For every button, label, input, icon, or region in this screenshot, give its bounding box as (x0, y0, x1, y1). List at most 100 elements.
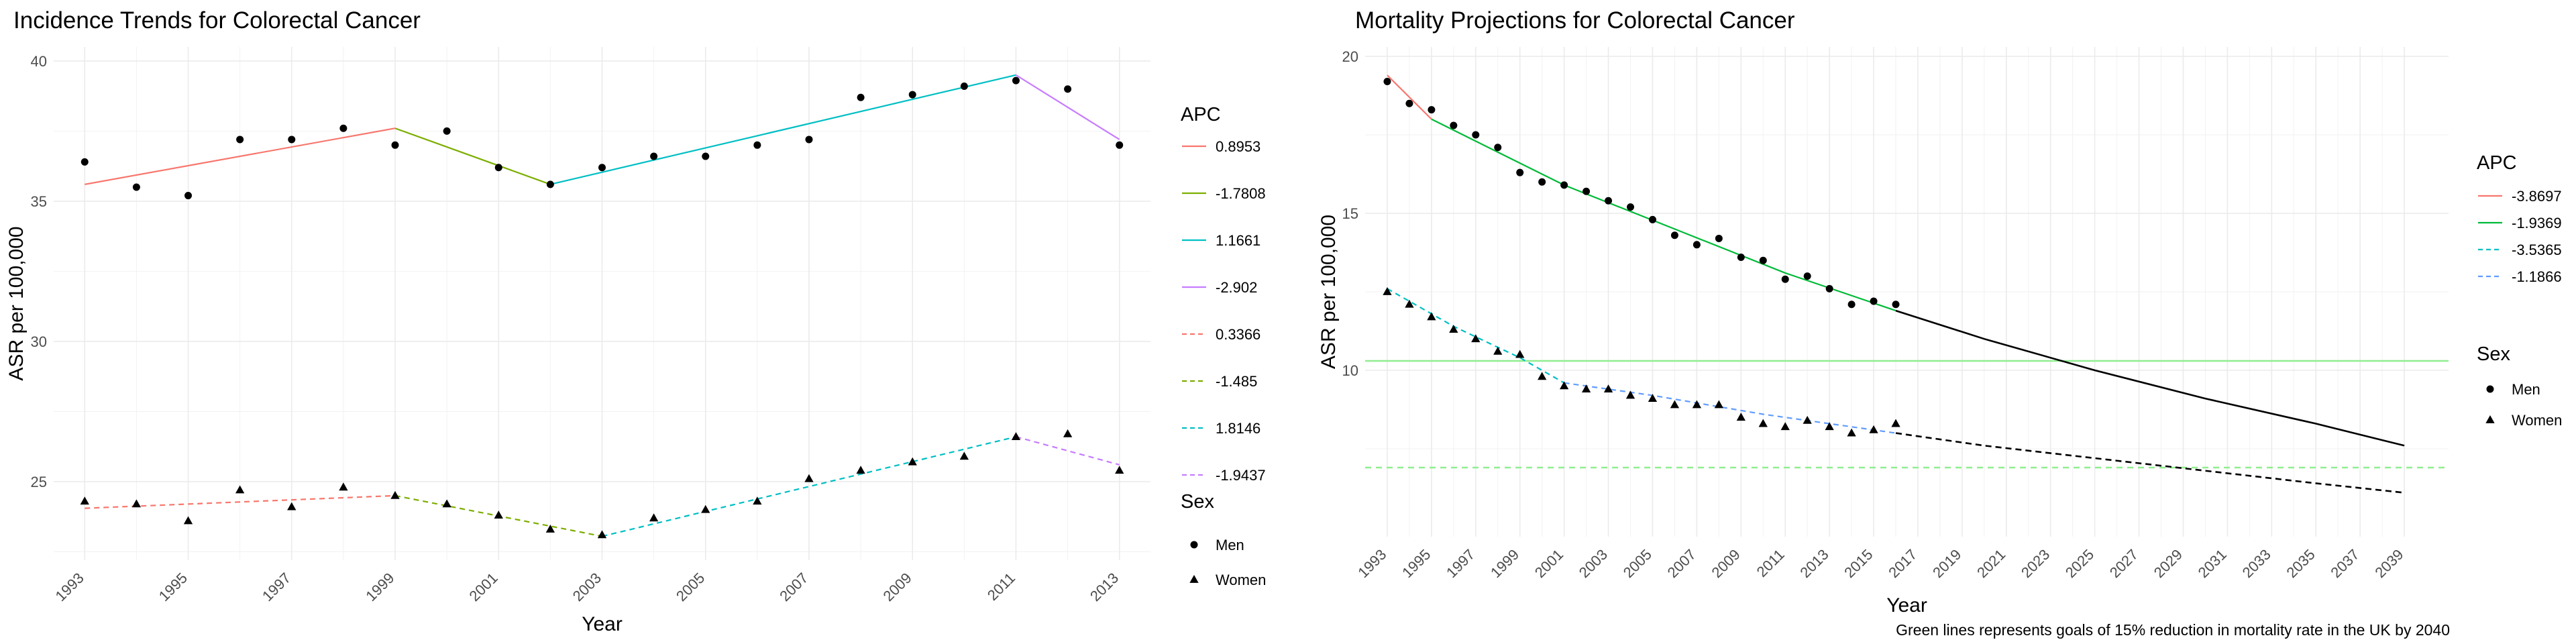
data-point-women (1714, 400, 1723, 409)
data-point-men (1627, 203, 1635, 211)
data-point-women (1603, 384, 1613, 392)
x-tick-label: 2007 (1664, 546, 1699, 581)
data-point-women (753, 496, 762, 505)
data-point-men (1670, 231, 1678, 239)
x-tick-label: 2003 (1576, 546, 1611, 581)
data-point-women (235, 485, 245, 494)
chart-title: Incidence Trends for Colorectal Cancer (13, 7, 421, 34)
x-tick-label: 2019 (1929, 546, 1964, 581)
data-point-women (287, 502, 297, 511)
x-tick-label: 2009 (879, 570, 914, 604)
data-point-women (1803, 415, 1812, 424)
legend-label: Women (2512, 412, 2562, 429)
data-point-women (390, 490, 400, 499)
data-point-women (1670, 400, 1680, 409)
x-tick-label: 2005 (673, 570, 708, 604)
data-point-women (1383, 287, 1392, 295)
x-tick-label: 1997 (259, 570, 294, 604)
trend-line-apc--1.7808 (394, 127, 551, 185)
data-point-women (597, 530, 607, 539)
legend-label: Men (1216, 537, 1244, 553)
x-tick-label: 2013 (1796, 546, 1831, 581)
data-point-women (442, 499, 451, 508)
legend-title-apc: APC (2477, 152, 2517, 174)
data-point-women (649, 513, 659, 522)
data-point-women (1011, 432, 1021, 440)
data-point-women (1825, 422, 1834, 431)
data-point-women (131, 499, 142, 508)
data-point-women (1780, 422, 1790, 431)
data-point-men (1847, 301, 1856, 309)
y-tick-label: 10 (1342, 362, 1358, 379)
legend-label: -3.8697 (2512, 188, 2562, 205)
legend-title-apc: APC (1181, 104, 1221, 125)
data-point-men (1582, 187, 1591, 195)
data-point-women (1559, 381, 1569, 390)
data-point-men (1494, 144, 1502, 152)
trend-line-apc-0.8953 (85, 127, 396, 185)
x-tick-label: 2015 (1841, 546, 1876, 581)
y-axis-title: ASR per 100,000 (1318, 215, 1340, 369)
data-point-women (1449, 325, 1458, 333)
data-point-women (1581, 384, 1591, 392)
trend-line-apc--2.902 (1015, 74, 1120, 140)
data-point-men (132, 183, 140, 191)
data-point-women (1891, 419, 1900, 427)
legend-label: 1.8146 (1216, 420, 1260, 437)
x-tick-label: 2001 (1532, 546, 1566, 581)
data-point-women (1063, 429, 1073, 437)
data-point-women (494, 511, 503, 519)
x-tick-label: 2039 (2371, 546, 2406, 581)
data-point-men (1450, 121, 1458, 129)
x-tick-label: 2017 (1885, 546, 1920, 581)
data-point-men (1803, 272, 1811, 280)
data-point-men (1715, 234, 1723, 242)
projection-line (1895, 309, 2405, 447)
x-tick-label: 2001 (466, 570, 500, 604)
legend-key-triangle (1189, 575, 1199, 583)
data-point-women (545, 525, 555, 533)
data-point-men (1781, 275, 1789, 283)
legend-label: Women (1216, 572, 1266, 588)
x-tick-label: 2035 (2283, 546, 2318, 581)
legend-key-circle (2486, 385, 2494, 393)
data-point-men (391, 141, 399, 149)
data-point-men (650, 152, 658, 160)
y-tick-label: 40 (31, 53, 47, 70)
data-point-men (1516, 168, 1524, 176)
data-point-men (1560, 181, 1568, 189)
legend-label: 1.1661 (1216, 232, 1260, 249)
data-point-men (960, 83, 968, 91)
data-point-women (1493, 346, 1503, 355)
data-point-men (339, 124, 347, 132)
x-tick-label: 2007 (776, 570, 811, 604)
legend-label: -1.1866 (2512, 268, 2562, 285)
x-tick-label: 2011 (984, 570, 1018, 604)
data-point-men (494, 164, 502, 172)
legend-label: Men (2512, 381, 2540, 398)
legend-label: -1.7808 (1216, 185, 1266, 202)
data-point-women (1515, 350, 1525, 358)
data-point-women (804, 474, 814, 482)
x-tick-label: 2033 (2239, 546, 2274, 581)
legend-label: -1.485 (1216, 373, 1257, 390)
x-tick-label: 1993 (1354, 546, 1389, 581)
trend-line-apc-1.8146 (602, 435, 1016, 537)
x-tick-label: 1993 (52, 570, 87, 604)
data-point-women (856, 466, 865, 474)
y-axis-title: ASR per 100,000 (5, 226, 28, 380)
data-point-men (1538, 178, 1546, 186)
data-point-men (805, 136, 813, 144)
data-point-women (183, 516, 193, 525)
chart-1: 1993 1995 1997 1999 2001 2003 2005 2007 2009 2011… (5, 7, 1266, 635)
legend-label: -1.9437 (1216, 467, 1266, 484)
trend-line-apc--3.5365 (1387, 288, 1565, 384)
legend-title-sex: Sex (2477, 343, 2510, 365)
trend-line-apc--1.9437 (1016, 436, 1120, 466)
y-tick-label: 35 (31, 193, 47, 210)
legend-label: 0.3366 (1216, 326, 1260, 343)
data-point-men (80, 158, 89, 166)
data-point-women (1758, 419, 1768, 427)
chart-caption: Green lines represents goals of 15% redu… (1896, 621, 2450, 639)
